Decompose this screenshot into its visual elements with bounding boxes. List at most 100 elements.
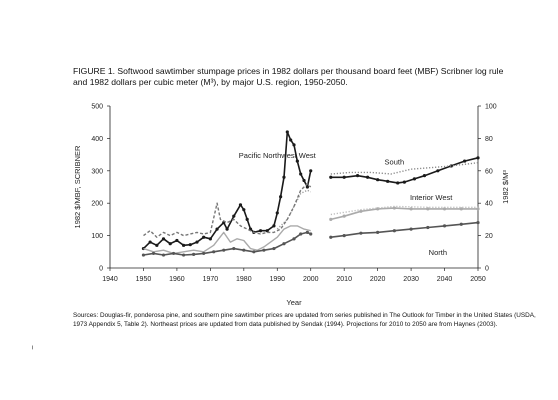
y-left-tick-label: 500 bbox=[91, 104, 103, 111]
y-right-tick-label: 80 bbox=[485, 136, 493, 143]
data-point bbox=[282, 175, 286, 179]
data-point bbox=[355, 174, 360, 178]
data-point bbox=[449, 164, 453, 168]
data-point bbox=[305, 230, 309, 234]
data-point bbox=[459, 207, 463, 211]
data-point bbox=[182, 253, 186, 257]
data-point bbox=[141, 253, 146, 257]
data-point bbox=[192, 252, 196, 256]
data-point bbox=[175, 238, 179, 243]
y-right-tick-label: 100 bbox=[485, 104, 497, 111]
data-point bbox=[309, 232, 313, 236]
x-tick-label: 1960 bbox=[169, 276, 185, 283]
data-point bbox=[272, 246, 276, 251]
data-point bbox=[409, 227, 413, 231]
series-label: South bbox=[385, 157, 405, 166]
data-point bbox=[342, 214, 346, 218]
data-point bbox=[459, 222, 463, 226]
data-point bbox=[299, 172, 303, 176]
x-tick-label: 2020 bbox=[370, 276, 386, 283]
data-point bbox=[161, 253, 166, 257]
data-point bbox=[168, 242, 172, 246]
series-line-7 bbox=[330, 207, 478, 221]
data-point bbox=[426, 225, 430, 230]
y-right-tick-label: 0 bbox=[485, 266, 489, 273]
data-point bbox=[289, 138, 293, 142]
data-point bbox=[188, 243, 192, 247]
data-point bbox=[222, 248, 226, 252]
data-point bbox=[299, 232, 303, 236]
data-point bbox=[265, 229, 269, 233]
data-point bbox=[409, 207, 413, 211]
series-line-0 bbox=[142, 131, 312, 250]
data-point bbox=[376, 178, 380, 182]
data-point bbox=[359, 209, 363, 213]
data-point bbox=[329, 175, 333, 179]
data-point bbox=[302, 178, 306, 183]
x-tick-label: 2030 bbox=[403, 276, 419, 283]
data-point bbox=[476, 207, 480, 211]
data-point bbox=[215, 227, 219, 231]
data-point bbox=[182, 243, 186, 247]
data-point bbox=[305, 185, 309, 189]
x-tick-label: 2000 bbox=[303, 276, 319, 283]
y-left-tick-label: 400 bbox=[91, 136, 103, 143]
data-point bbox=[342, 175, 346, 179]
data-point bbox=[161, 237, 166, 241]
series-line-6 bbox=[330, 162, 479, 175]
data-point bbox=[151, 251, 156, 256]
y-left-tick-label: 100 bbox=[91, 233, 103, 240]
data-point bbox=[262, 248, 266, 252]
data-point bbox=[148, 240, 152, 244]
x-tick-label: 1950 bbox=[136, 276, 152, 283]
data-point bbox=[292, 143, 296, 147]
series-label: Pacific Northwest West bbox=[239, 151, 317, 160]
y-right-axis-title: 1982 $/M³ bbox=[501, 170, 510, 204]
figure-title-line1: FIGURE 1. Softwood sawtimber stumpage pr… bbox=[73, 66, 504, 76]
source-note: Sources: Douglas-fir, ponderosa pine, an… bbox=[73, 312, 536, 328]
data-point bbox=[412, 177, 417, 181]
y-right-tick-label: 60 bbox=[485, 168, 493, 175]
page-mark: – bbox=[28, 345, 36, 350]
data-point bbox=[476, 221, 480, 225]
data-point bbox=[155, 243, 159, 247]
data-point bbox=[295, 159, 299, 163]
data-point bbox=[245, 217, 249, 221]
data-point bbox=[376, 230, 380, 234]
data-point bbox=[242, 208, 246, 212]
data-point bbox=[202, 251, 206, 256]
x-tick-label: 2010 bbox=[336, 276, 352, 283]
data-point bbox=[422, 174, 427, 178]
y-left-tick-label: 200 bbox=[91, 201, 103, 208]
data-point bbox=[309, 169, 313, 173]
data-point bbox=[232, 214, 236, 218]
data-point bbox=[202, 235, 206, 239]
data-point bbox=[366, 175, 370, 179]
data-point bbox=[282, 242, 286, 246]
data-point bbox=[285, 130, 289, 134]
data-point bbox=[279, 195, 283, 199]
data-point bbox=[292, 237, 296, 241]
y-right-tick-label: 20 bbox=[485, 233, 493, 240]
y-right-tick-label: 40 bbox=[485, 201, 493, 208]
data-point bbox=[171, 251, 176, 256]
data-point bbox=[272, 224, 276, 228]
x-axis-title: Year bbox=[286, 298, 302, 307]
data-point bbox=[436, 169, 440, 173]
series-line-3 bbox=[143, 225, 311, 255]
data-point bbox=[225, 227, 229, 231]
series-line-1 bbox=[276, 189, 312, 230]
series-line-2 bbox=[143, 183, 312, 238]
data-point bbox=[442, 224, 447, 228]
x-tick-label: 1990 bbox=[269, 276, 285, 283]
data-point bbox=[396, 181, 400, 185]
x-tick-label: 1970 bbox=[203, 276, 219, 283]
data-point bbox=[359, 231, 363, 235]
series-line-5 bbox=[330, 157, 479, 184]
data-point bbox=[212, 250, 216, 254]
data-point bbox=[258, 229, 263, 233]
y-left-tick-label: 0 bbox=[99, 266, 103, 273]
data-point bbox=[208, 237, 212, 241]
x-tick-label: 2050 bbox=[470, 276, 486, 283]
